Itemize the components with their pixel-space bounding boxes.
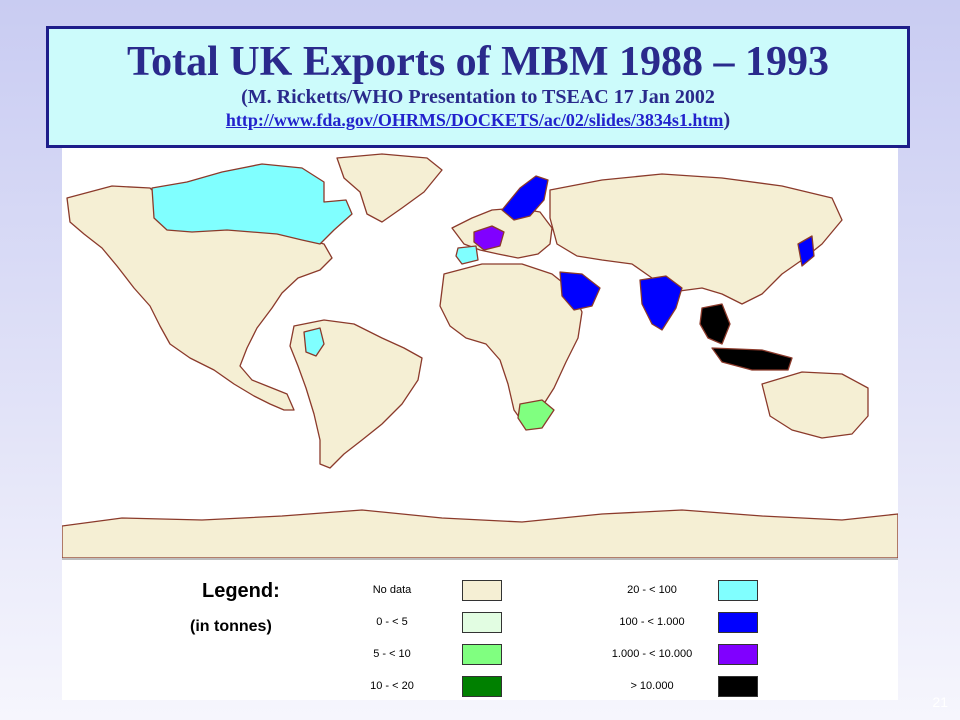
legend-swatch [462, 676, 502, 697]
map-region-indonesia [711, 347, 793, 371]
map-region-asia [549, 173, 843, 305]
map-region-antarctica [62, 509, 898, 558]
world-map [62, 148, 898, 558]
slide-title: Total UK Exports of MBM 1988 – 1993 [127, 39, 829, 85]
legend-label: No data [372, 584, 412, 596]
world-map-svg [62, 153, 898, 558]
source-line: http://www.fda.gov/OHRMS/DOCKETS/ac/02/s… [49, 109, 907, 131]
legend-swatch [718, 580, 758, 601]
map-region-canada [151, 163, 353, 245]
legend-swatch [718, 644, 758, 665]
legend-swatch [462, 612, 502, 633]
legend-heading: Legend: [202, 580, 280, 602]
legend-swatch [462, 644, 502, 665]
legend-label: 20 - < 100 [627, 584, 677, 596]
legend-label: 1.000 - < 10.000 [611, 648, 693, 660]
map-region-arabia [559, 271, 601, 311]
map-region-south-africa [517, 399, 555, 431]
map-region-western-europe [473, 225, 505, 251]
map-region-iberia [455, 245, 479, 265]
source-link[interactable]: http://www.fda.gov/OHRMS/DOCKETS/ac/02/s… [225, 110, 724, 130]
legend-label: 5 - < 10 [373, 648, 411, 660]
map-region-southeast-asia [699, 303, 731, 345]
slide-number: 21 [932, 694, 948, 710]
legend-label: > 10.000 [630, 680, 674, 692]
map-region-australia [761, 371, 869, 439]
legend-swatch [462, 580, 502, 601]
map-region-south-america [289, 319, 423, 469]
legend-label: 100 - < 1.000 [619, 616, 685, 628]
legend-label: 10 - < 20 [370, 680, 414, 692]
map-region-colombia [303, 327, 325, 357]
slide-subtitle: (M. Ricketts/WHO Presentation to TSEAC 1… [241, 86, 715, 108]
legend-unit: (in tonnes) [190, 618, 272, 635]
source-close-paren: ) [723, 109, 731, 131]
map-region-scandinavia [501, 175, 549, 221]
map-region-india [639, 275, 683, 331]
title-box: Total UK Exports of MBM 1988 – 1993 (M. … [46, 26, 910, 148]
legend-panel: Legend: (in tonnes) No data 0 - < 5 5 - … [62, 558, 898, 700]
map-region-greenland [336, 153, 443, 223]
map-region-japan [797, 235, 815, 267]
legend-swatch [718, 676, 758, 697]
legend-swatch [718, 612, 758, 633]
legend-label: 0 - < 5 [376, 616, 408, 628]
